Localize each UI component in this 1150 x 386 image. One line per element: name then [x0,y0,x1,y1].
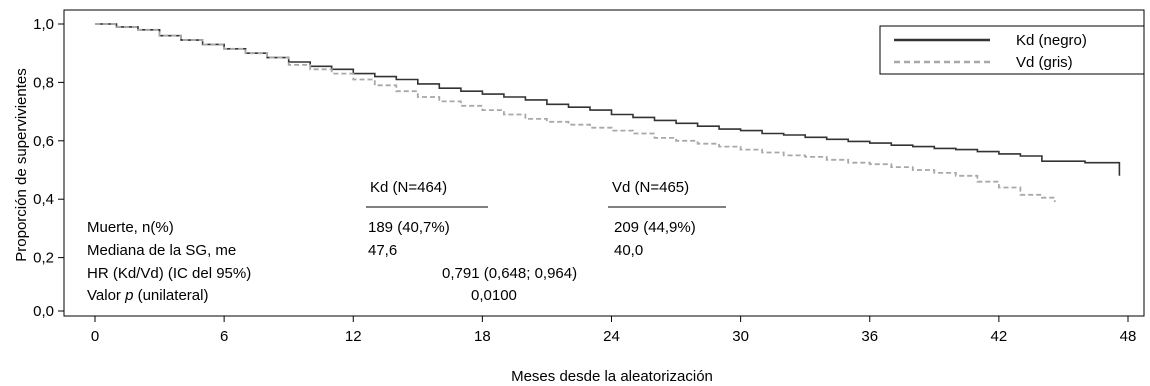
x-tick-label: 48 [1120,328,1137,345]
x-axis-label: Meses desde la aleatorización [511,368,713,385]
x-tick-label: 30 [732,328,749,345]
x-tick-label: 0 [91,328,99,345]
x-tick-label: 6 [220,328,228,345]
legend-vd-label: Vd (gris) [1016,54,1073,71]
row-median-vd: 40,0 [614,242,643,259]
series-vd-line [95,23,1056,203]
legend: Kd (negro) Vd (gris) [879,25,1145,75]
row-hr-label: HR (Kd/Vd) (IC del 95%) [87,265,251,282]
row-death-label: Muerte, n(%) [87,219,174,236]
series-layer [95,23,1121,203]
y-tick-label: 0,6 [33,133,54,150]
row-p-value: 0,0100 [471,287,517,304]
y-tick-label: 0,2 [33,250,54,267]
x-tick-label: 18 [474,328,491,345]
x-tick-label: 42 [991,328,1008,345]
y-axis-label: Proporción de supervivientes [13,68,30,261]
y-tick-label: 0,4 [33,191,54,208]
row-median-label: Mediana de la SG, me [87,242,236,259]
y-ticks: 0,0 0,2 0,4 0,6 0,8 1,0 [33,16,64,320]
row-p-label-italic: p [124,287,133,304]
x-tick-label: 12 [345,328,362,345]
stats-table: Kd (N=464) Vd (N=465) Muerte, n(%) 189 (… [87,179,726,304]
row-p-label-prefix: Valor [87,287,125,304]
row-hr-value: 0,791 (0,648; 0,964) [442,265,577,282]
row-p-label-suffix: (unilateral) [133,287,208,304]
table-col-vd: Vd (N=465) [612,179,689,196]
y-tick-label: 0,8 [33,74,54,91]
x-ticks: 0 6 12 18 24 30 36 42 48 [91,316,1137,345]
row-death-vd: 209 (44,9%) [614,219,696,236]
plot-frame [63,9,1145,317]
legend-box [879,25,1145,75]
row-median-kd: 47,6 [368,242,397,259]
y-tick-label: 0,0 [33,303,54,320]
table-col-kd: Kd (N=464) [370,179,447,196]
x-tick-label: 24 [603,328,620,345]
row-p-label: Valor p (unilateral) [87,287,208,304]
x-tick-label: 36 [861,328,878,345]
row-death-kd: 189 (40,7%) [368,219,450,236]
y-tick-label: 1,0 [33,16,54,33]
legend-kd-label: Kd (negro) [1016,32,1087,49]
